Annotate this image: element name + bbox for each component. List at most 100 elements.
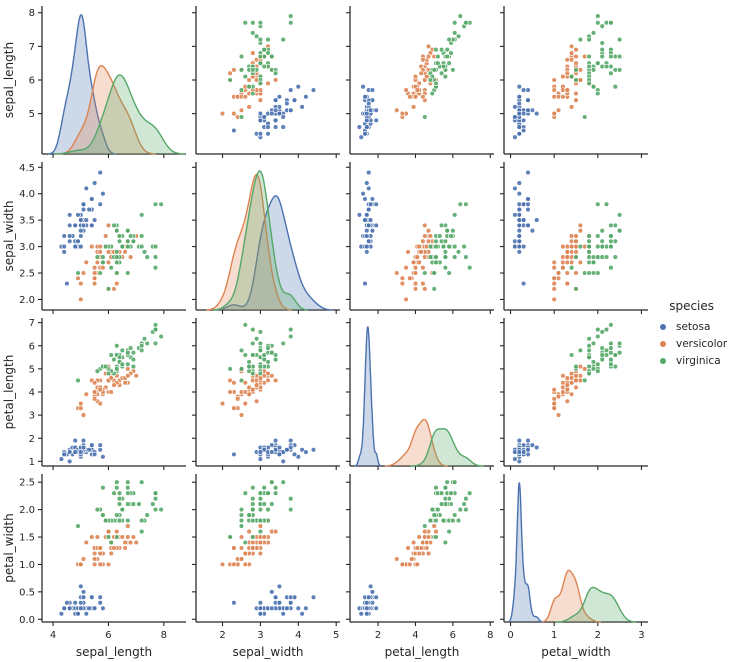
- scatter-series-setosa: [231, 83, 317, 140]
- x-tick-label: 2: [595, 630, 601, 641]
- legend-label-virginica: virginica: [676, 354, 721, 367]
- y-tick-label: 1.0: [19, 560, 35, 571]
- scatter-series-setosa: [58, 583, 106, 617]
- scatter-series-setosa: [356, 169, 379, 287]
- scatter-series-setosa: [58, 169, 106, 287]
- y-tick-label: 3.0: [19, 242, 35, 253]
- x-tick-label: 4: [50, 630, 56, 641]
- kde-curve-versicolor: [542, 569, 602, 623]
- subplot-sepal_length-vs-sepal_length: 5 6 7 8 sepal_length: [2, 6, 186, 158]
- scatter-series-virginica: [227, 322, 294, 384]
- y-tick-label: 4: [29, 388, 35, 399]
- x-axis-label: sepal_length: [76, 645, 152, 659]
- y-tick-label: 1.5: [19, 533, 35, 544]
- y-tick-label: 4.5: [19, 163, 35, 174]
- y-tick-label: 0.5: [19, 587, 35, 598]
- y-tick-label: 2: [29, 434, 35, 445]
- x-tick-label: 5: [333, 630, 339, 641]
- legend-label-versicolor: versicolor: [676, 337, 728, 350]
- kde-curve-setosa: [508, 482, 544, 623]
- y-axis-label: petal_length: [2, 355, 16, 430]
- legend: species setosa versicolor virginica: [656, 299, 727, 369]
- y-tick-label: 5: [29, 109, 35, 120]
- scatter-series-virginica: [75, 201, 164, 292]
- y-tick-label: 5: [29, 364, 35, 375]
- y-tick-label: 2.5: [19, 269, 35, 280]
- legend-item-versicolor: versicolor: [656, 335, 727, 352]
- subplot-sepal_width-vs-sepal_length: 2.0 2.5 3.0 3.5 4.0 4.5 sepal_width: [2, 162, 186, 314]
- kde-curve-versicolor: [58, 64, 156, 155]
- x-tick-label: 3: [638, 630, 644, 641]
- x-axis-label: petal_width: [541, 645, 610, 659]
- scatter-series-versicolor: [394, 517, 439, 568]
- kde-curve-versicolor: [206, 173, 292, 311]
- y-tick-label: 2.0: [19, 505, 35, 516]
- subplot-sepal_length-vs-sepal_width: [192, 6, 340, 158]
- scatter-series-virginica: [568, 13, 623, 120]
- y-tick-label: 4.0: [19, 189, 35, 200]
- y-tick-label: 3.5: [19, 216, 35, 227]
- y-axis-label: sepal_width: [2, 200, 16, 271]
- scatter-series-versicolor: [219, 517, 279, 568]
- y-tick-label: 1: [29, 457, 35, 468]
- scatter-series-setosa: [512, 169, 540, 287]
- kde-curve-virginica: [213, 170, 308, 311]
- y-tick-label: 6: [29, 76, 35, 87]
- scatter-series-setosa: [512, 437, 540, 465]
- scatter-series-setosa: [58, 437, 106, 465]
- y-tick-label: 2.5: [19, 478, 35, 489]
- legend-item-virginica: virginica: [656, 352, 727, 369]
- x-tick-label: 2: [219, 630, 225, 641]
- x-tick-label: 1: [551, 630, 557, 641]
- kde-curve-versicolor: [384, 418, 449, 467]
- y-axis-label: petal_width: [2, 513, 16, 582]
- x-tick-label: 3: [257, 630, 263, 641]
- kde-curve-virginica: [410, 428, 484, 467]
- subplot-petal_width-vs-sepal_width: 2 3 4 5 sepal_width: [192, 474, 340, 659]
- scatter-series-versicolor: [551, 222, 592, 303]
- subplot-petal_width-vs-petal_width: 0 1 2 3 petal_width: [500, 474, 648, 659]
- scatter-series-versicolor: [551, 43, 592, 120]
- y-tick-label: 7: [29, 318, 35, 329]
- scatter-series-virginica: [568, 201, 623, 292]
- x-axis-label: sepal_width: [232, 645, 303, 659]
- scatter-series-virginica: [422, 13, 473, 120]
- y-axis-label: sepal_length: [2, 42, 16, 118]
- subplot-petal_length-vs-sepal_length: 1 2 3 4 5 6 7 petal_length: [2, 318, 186, 470]
- scatter-series-setosa: [231, 583, 317, 617]
- x-axis-label: petal_length: [385, 645, 460, 659]
- legend-item-setosa: setosa: [656, 318, 727, 335]
- subplot-petal_length-vs-petal_length: [346, 318, 494, 470]
- kde-curve-setosa: [47, 14, 117, 155]
- legend-marker-virginica-icon: [660, 357, 666, 364]
- legend-title: species: [669, 299, 715, 313]
- scatter-series-versicolor: [551, 363, 592, 418]
- kde-curve-virginica: [555, 586, 637, 623]
- subplot-petal_length-vs-petal_width: [500, 318, 648, 470]
- scatter-series-virginica: [422, 201, 473, 292]
- subplot-sepal_length-vs-petal_width: [500, 6, 648, 158]
- scatter-series-virginica: [75, 322, 164, 384]
- x-tick-label: 0: [507, 630, 513, 641]
- x-tick-label: 4: [295, 630, 301, 641]
- scatter-series-virginica: [75, 479, 164, 546]
- scatter-series-virginica: [568, 322, 623, 384]
- legend-label-setosa: setosa: [676, 320, 711, 333]
- scatter-series-virginica: [227, 479, 294, 546]
- scatter-series-setosa: [356, 83, 379, 140]
- kde-curve-setosa: [354, 326, 382, 467]
- subplot-petal_width-vs-petal_length: 2 4 6 8 petal_length: [346, 474, 494, 659]
- x-tick-label: 2: [375, 630, 381, 641]
- x-tick-label: 6: [450, 630, 456, 641]
- subplot-sepal_length-vs-petal_length: [346, 6, 494, 158]
- x-tick-label: 8: [161, 630, 167, 641]
- scatter-series-versicolor: [75, 363, 139, 418]
- subplot-sepal_width-vs-sepal_width: [192, 162, 340, 314]
- subplot-petal_width-vs-sepal_length: 4 6 8 0.0 0.5 1.0 1.5 2.0 2.5 sepal_length petal_w…: [2, 474, 186, 659]
- scatter-series-virginica: [422, 479, 473, 546]
- y-tick-label: 0.0: [19, 615, 35, 626]
- kde-curve-virginica: [53, 74, 186, 155]
- scatter-series-setosa: [231, 437, 317, 465]
